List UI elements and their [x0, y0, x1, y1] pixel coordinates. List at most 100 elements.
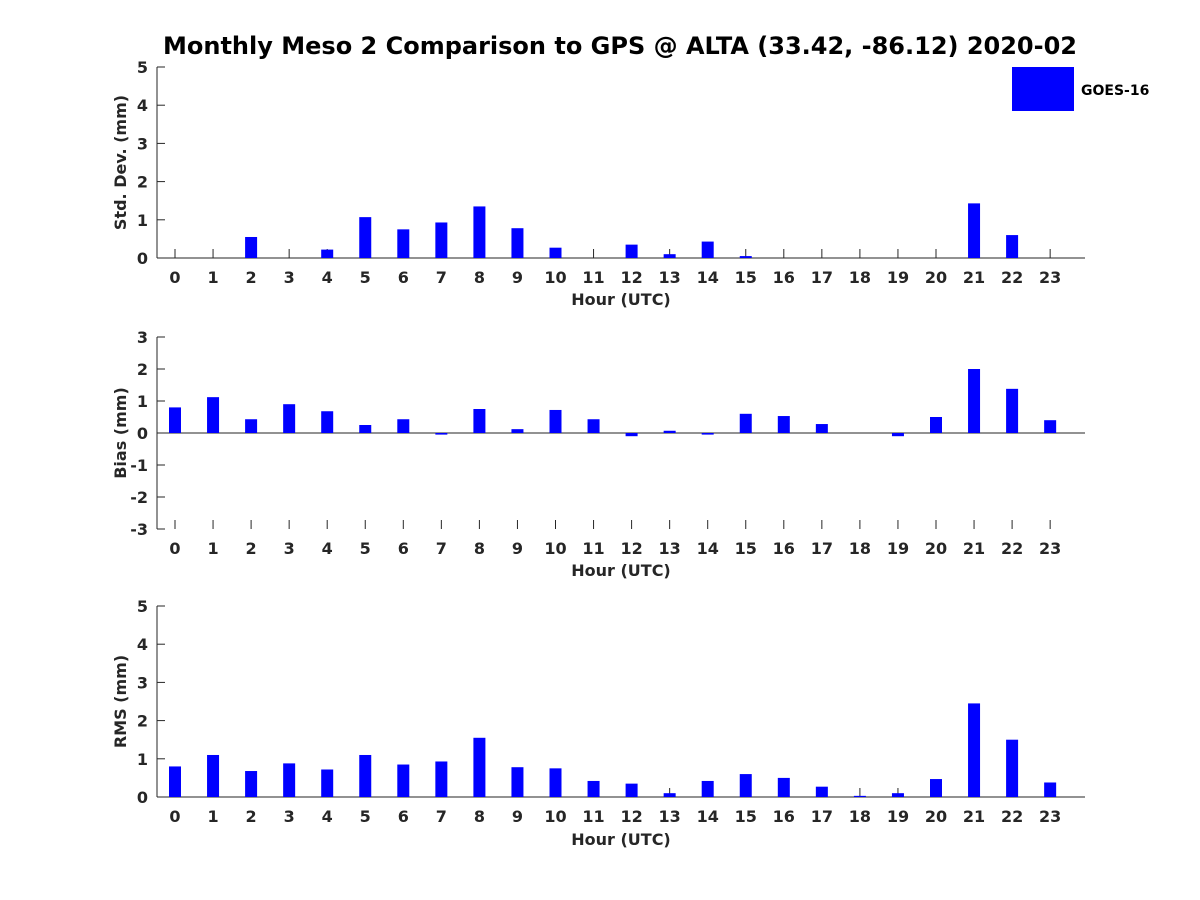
x-tick-label: 13 [659, 268, 681, 287]
x-tick-label: 0 [169, 807, 180, 826]
x-tick-label: 11 [582, 268, 604, 287]
bar-hour-21 [968, 203, 981, 258]
x-tick-label: 23 [1039, 539, 1061, 558]
x-tick-label: 6 [398, 807, 409, 826]
bar-hour-5 [359, 754, 372, 797]
bar-hour-2 [245, 419, 258, 433]
bar-hour-8 [473, 737, 486, 797]
bar-hour-22 [1006, 388, 1019, 433]
y-tick-label: -3 [130, 520, 148, 539]
x-tick-label: 16 [773, 807, 795, 826]
x-axis-label: Hour (UTC) [571, 830, 671, 849]
x-tick-label: 4 [322, 539, 333, 558]
bar-hour-20 [930, 779, 942, 797]
bar-hour-5 [359, 217, 372, 258]
x-tick-label: 2 [246, 807, 257, 826]
x-tick-label: 0 [169, 539, 180, 558]
bar-hour-4 [321, 249, 334, 258]
x-tick-label: 9 [512, 807, 523, 826]
x-tick-label: 20 [925, 807, 947, 826]
bar-hour-13 [663, 254, 676, 258]
x-tick-label: 22 [1001, 539, 1023, 558]
x-tick-label: 15 [735, 268, 757, 287]
x-tick-label: 18 [849, 807, 871, 826]
x-tick-label: 7 [436, 539, 447, 558]
x-tick-label: 18 [849, 268, 871, 287]
bar-hour-4 [321, 411, 334, 433]
x-tick-label: 6 [398, 539, 409, 558]
x-tick-label: 19 [887, 539, 909, 558]
bar-hour-21 [968, 703, 981, 797]
y-tick-label: 0 [137, 788, 148, 807]
bar-hour-14 [701, 433, 714, 435]
x-tick-label: 16 [773, 268, 795, 287]
bar-hour-2 [245, 771, 258, 797]
x-tick-label: 14 [697, 268, 719, 287]
bar-hour-6 [397, 764, 410, 797]
x-tick-label: 16 [773, 539, 795, 558]
bar-hour-9 [511, 228, 524, 258]
y-tick-label: 3 [137, 328, 148, 347]
bar-hour-11 [587, 780, 600, 797]
x-tick-label: 19 [887, 807, 909, 826]
bar-hour-6 [397, 229, 410, 258]
x-tick-label: 6 [398, 268, 409, 287]
x-tick-label: 1 [207, 268, 218, 287]
chart-legend: GOES-16 [1012, 67, 1149, 111]
bar-hour-11 [587, 419, 600, 433]
bar-hour-9 [511, 429, 524, 433]
x-tick-label: 3 [284, 539, 295, 558]
bar-hour-12 [625, 433, 638, 437]
bar-hour-15 [739, 774, 752, 797]
x-tick-label: 20 [925, 268, 947, 287]
y-tick-label: 3 [137, 673, 148, 692]
bar-hour-7 [435, 433, 448, 435]
bar-hour-17 [815, 424, 828, 433]
bar-hour-22 [1006, 235, 1019, 258]
x-tick-label: 5 [360, 268, 371, 287]
bar-hour-14 [701, 780, 714, 797]
bar-hour-4 [321, 769, 334, 797]
x-tick-label: 12 [620, 807, 642, 826]
x-tick-label: 17 [811, 539, 833, 558]
bar-hour-12 [625, 783, 638, 797]
x-tick-label: 14 [697, 807, 719, 826]
x-tick-label: 10 [544, 539, 566, 558]
bar-hour-20 [930, 417, 942, 433]
x-tick-label: 10 [544, 807, 566, 826]
x-tick-label: 12 [620, 268, 642, 287]
bar-hour-1 [207, 754, 220, 797]
bar-hour-0 [169, 407, 181, 433]
bar-hour-1 [207, 397, 220, 433]
x-tick-label: 17 [811, 807, 833, 826]
x-tick-label: 21 [963, 539, 985, 558]
x-tick-label: 11 [582, 807, 604, 826]
x-tick-label: 10 [544, 268, 566, 287]
y-tick-label: 1 [137, 750, 148, 769]
x-tick-label: 17 [811, 268, 833, 287]
x-tick-label: 14 [697, 539, 719, 558]
bar-hour-5 [359, 425, 372, 433]
x-tick-label: 2 [246, 539, 257, 558]
y-tick-label: 5 [137, 58, 148, 77]
bar-hour-23 [1044, 420, 1057, 433]
bar-hour-13 [663, 793, 676, 797]
legend-swatch-goes-16 [1012, 67, 1074, 111]
bar-hour-21 [968, 369, 981, 433]
x-tick-label: 9 [512, 268, 523, 287]
bar-hour-18 [853, 795, 866, 797]
x-tick-label: 5 [360, 539, 371, 558]
bar-hour-7 [435, 222, 448, 258]
x-tick-label: 21 [963, 268, 985, 287]
x-tick-label: 3 [284, 807, 295, 826]
y-axis-label: RMS (mm) [111, 655, 130, 748]
x-tick-label: 19 [887, 268, 909, 287]
y-tick-label: 1 [137, 392, 148, 411]
y-tick-label: 2 [137, 712, 148, 731]
bar-hour-13 [663, 430, 676, 433]
bar-hour-10 [549, 768, 562, 797]
bar-hour-15 [739, 256, 752, 258]
x-tick-label: 8 [474, 268, 485, 287]
